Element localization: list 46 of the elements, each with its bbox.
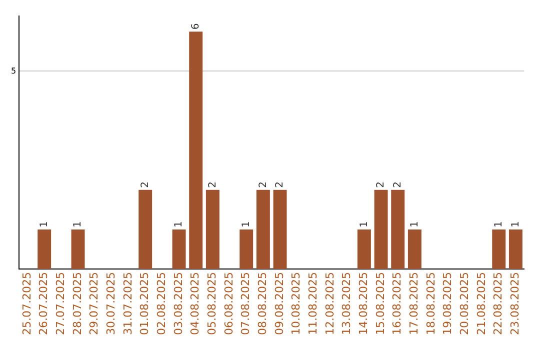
x-tick-label: 14.08.2025	[357, 272, 370, 336]
x-tick-label: 06.08.2025	[222, 272, 236, 336]
data-label: 6	[190, 23, 202, 30]
data-label: 2	[140, 182, 151, 188]
data-label: 1	[409, 221, 420, 228]
x-tick-label: 09.08.2025	[272, 272, 286, 336]
x-tick-label: 04.08.2025	[188, 272, 202, 336]
x-tick-label: 07.08.2025	[239, 272, 252, 336]
data-label: 1	[72, 221, 84, 228]
data-label: 1	[174, 221, 185, 228]
data-label: 2	[392, 182, 404, 188]
data-label: 1	[493, 221, 504, 228]
data-label: 2	[376, 182, 387, 188]
x-tick-label: 08.08.2025	[256, 272, 270, 336]
x-tick-label: 26.07.2025	[37, 272, 50, 336]
x-tick-label: 30.07.2025	[104, 272, 118, 336]
x-tick-label: 25.07.2025	[20, 272, 34, 336]
x-tick-label: 16.08.2025	[390, 272, 404, 336]
data-label: 1	[38, 221, 50, 228]
x-tick-label: 22.08.2025	[492, 272, 505, 336]
x-tick-label: 19.08.2025	[441, 272, 454, 336]
x-tick-label: 11.08.2025	[306, 272, 320, 336]
x-tick-label: 05.08.2025	[206, 272, 219, 336]
x-tick-label: 23.08.2025	[508, 272, 522, 336]
x-tick-label: 18.08.2025	[424, 272, 438, 336]
x-tick-label: 10.08.2025	[290, 272, 303, 336]
x-tick-label: 20.08.2025	[458, 272, 472, 336]
x-tick-label: 12.08.2025	[323, 272, 336, 336]
data-label: 1	[510, 221, 522, 228]
data-label: 1	[358, 221, 370, 228]
x-tick-label: 17.08.2025	[408, 272, 421, 336]
data-label: 2	[207, 182, 218, 188]
data-label: 1	[240, 221, 252, 228]
x-tick-label: 28.07.2025	[70, 272, 84, 336]
data-label: 2	[258, 182, 269, 188]
x-tick-label: 01.08.2025	[138, 272, 152, 336]
y-tick-label: 5	[10, 66, 16, 76]
x-tick-label: 27.07.2025	[54, 272, 68, 336]
x-tick-label: 21.08.2025	[474, 272, 488, 336]
x-tick-label: 15.08.2025	[374, 272, 387, 336]
x-tick-label: 03.08.2025	[172, 272, 185, 336]
x-tick-label: 29.07.2025	[88, 272, 101, 336]
x-tick-label: 31.07.2025	[121, 272, 134, 336]
x-tick-label: 02.08.2025	[155, 272, 168, 336]
data-label: 2	[274, 182, 286, 188]
x-tick-label: 13.08.2025	[340, 272, 354, 336]
